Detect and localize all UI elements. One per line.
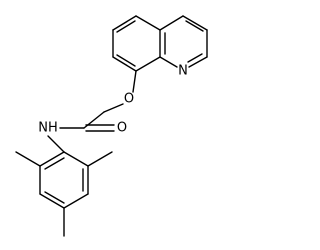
bonds <box>15 15 208 237</box>
atom-label: O <box>117 121 127 136</box>
atom-label: N <box>178 64 188 79</box>
atom-label: O <box>124 92 134 107</box>
molecule-diagram: N O O NH <box>15 15 208 237</box>
atom-label: NH <box>38 121 58 136</box>
